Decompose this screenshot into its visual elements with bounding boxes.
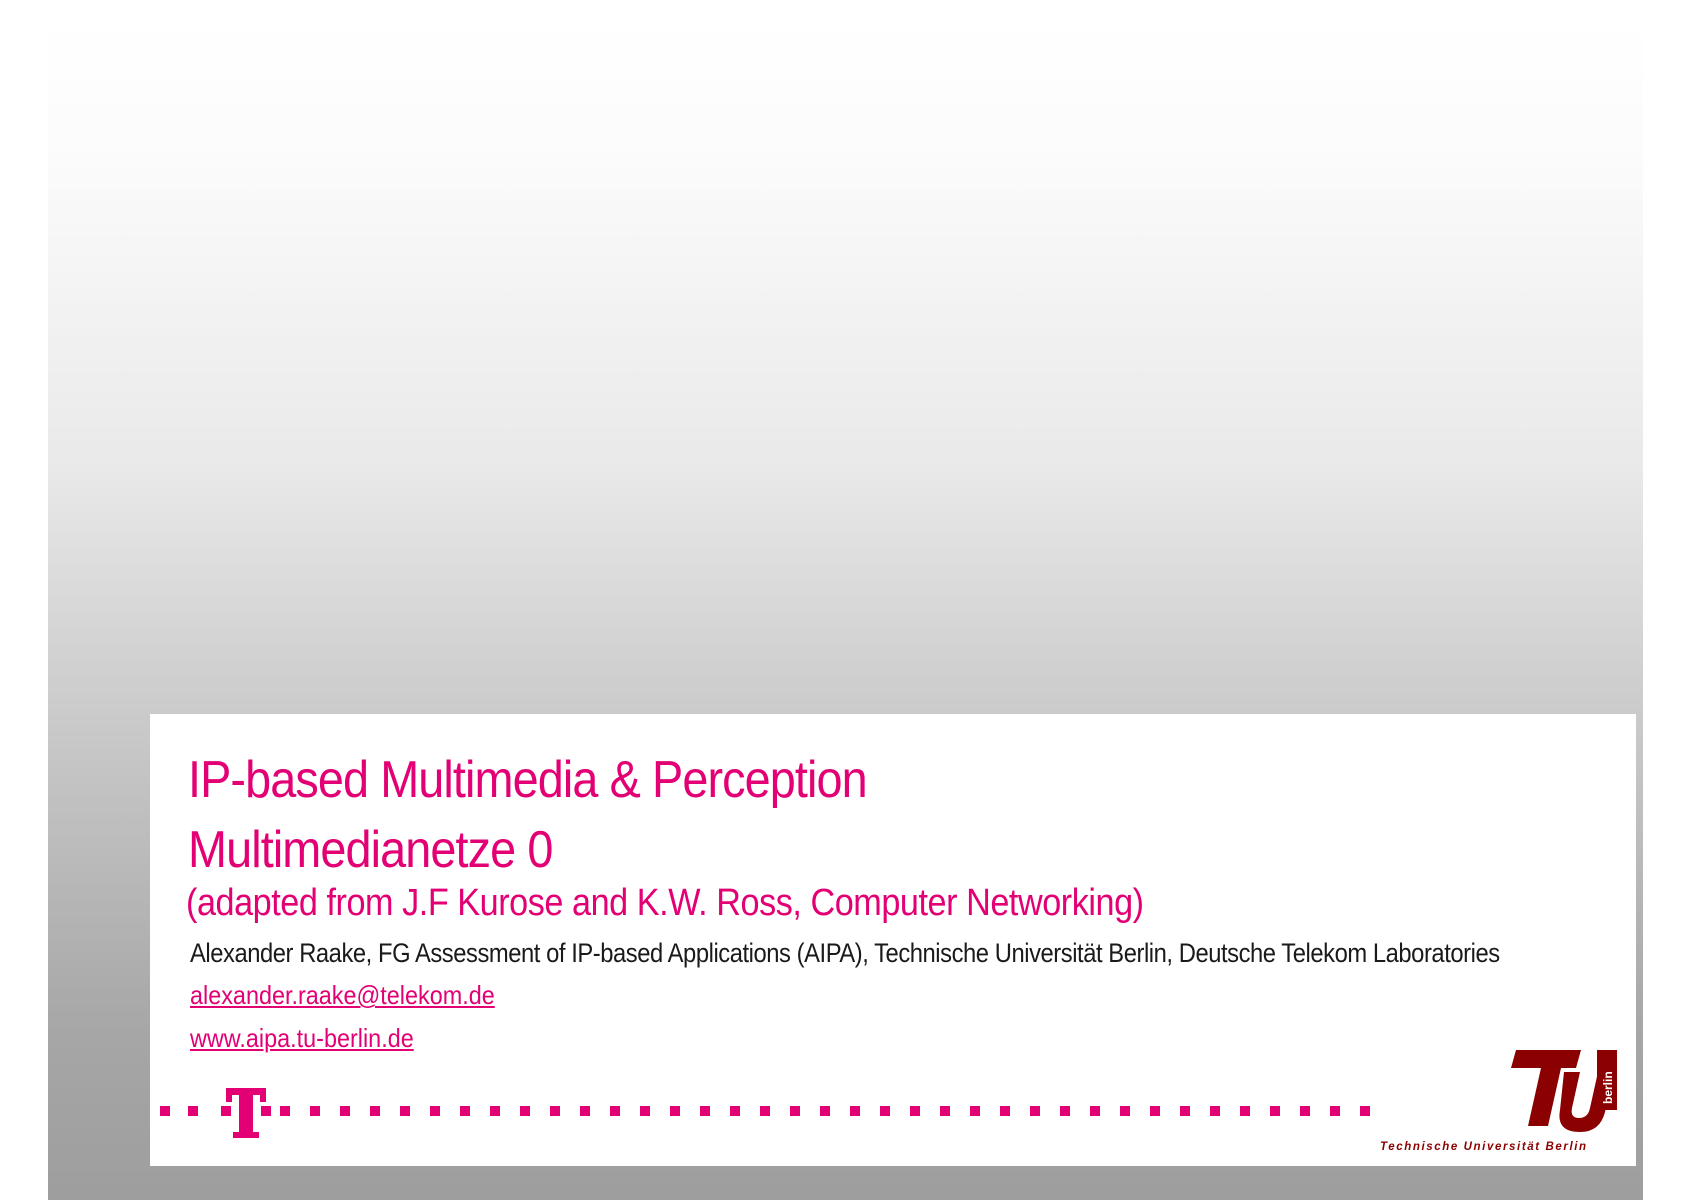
telekom-dot (1360, 1106, 1370, 1116)
website-link[interactable]: www.aipa.tu-berlin.de (190, 1023, 414, 1053)
telekom-dot (1210, 1106, 1220, 1116)
telekom-dot (790, 1106, 800, 1116)
tu-wordmark: berlin (1601, 1071, 1615, 1104)
telekom-dot (430, 1106, 440, 1116)
telekom-dot (910, 1106, 920, 1116)
telekom-dot (460, 1106, 470, 1116)
slide-title-line2: Multimedianetze 0 (188, 821, 553, 879)
telekom-dot (850, 1106, 860, 1116)
tu-berlin-logo: berlin Technische Universität Berlin (1380, 1050, 1617, 1153)
telekom-t-logo (160, 1088, 1370, 1138)
telekom-dot (670, 1106, 680, 1116)
telekom-dot (160, 1106, 170, 1116)
telekom-dot (1150, 1106, 1160, 1116)
telekom-dot (340, 1106, 350, 1116)
telekom-dot (610, 1106, 620, 1116)
telekom-dot (730, 1106, 740, 1116)
telekom-dot (1030, 1106, 1040, 1116)
telekom-dot (1090, 1106, 1100, 1116)
telekom-dot (520, 1106, 530, 1116)
telekom-dot (1270, 1106, 1280, 1116)
telekom-dot (760, 1106, 770, 1116)
slide-title: IP-based Multimedia & Perception (188, 751, 868, 809)
telekom-dot (940, 1106, 950, 1116)
slide: IP-based Multimedia & Perception Multime… (48, 20, 1643, 1200)
telekom-dot (550, 1106, 560, 1116)
tu-caption: Technische Universität Berlin (1380, 1141, 1588, 1153)
telekom-dot (580, 1106, 590, 1116)
telekom-dot (1120, 1106, 1130, 1116)
telekom-dot (880, 1106, 890, 1116)
telekom-dot (370, 1106, 380, 1116)
telekom-dot (280, 1106, 290, 1116)
author-line: Alexander Raake, FG Assessment of IP-bas… (190, 938, 1500, 968)
telekom-dot (490, 1106, 500, 1116)
telekom-dot (1330, 1106, 1340, 1116)
email-link[interactable]: alexander.raake@telekom.de (190, 980, 495, 1010)
telekom-dot (1300, 1106, 1310, 1116)
telekom-dot (1240, 1106, 1250, 1116)
telekom-dot (1180, 1106, 1190, 1116)
slide-subtitle: (adapted from J.F Kurose and K.W. Ross, … (186, 882, 1144, 924)
telekom-dot (1060, 1106, 1070, 1116)
telekom-t-icon (221, 1088, 271, 1138)
telekom-dot (640, 1106, 650, 1116)
telekom-dot (188, 1106, 198, 1116)
telekom-dot (970, 1106, 980, 1116)
telekom-dot (310, 1106, 320, 1116)
telekom-dot (700, 1106, 710, 1116)
telekom-dot (400, 1106, 410, 1116)
title-box: IP-based Multimedia & Perception Multime… (150, 714, 1636, 1166)
telekom-dot (820, 1106, 830, 1116)
telekom-dot (1000, 1106, 1010, 1116)
